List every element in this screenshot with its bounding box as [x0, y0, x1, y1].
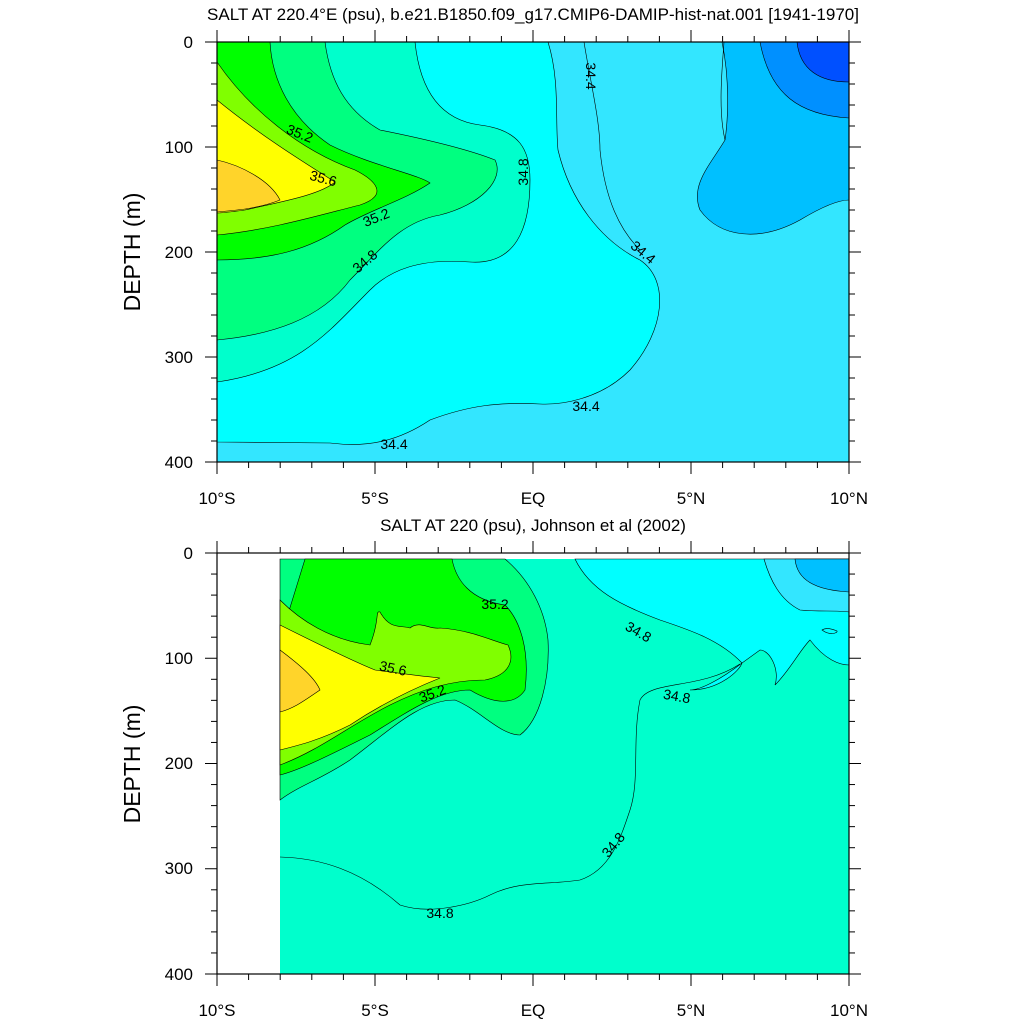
y-tick-label: 300	[165, 348, 193, 367]
x-tick-label: 10°S	[198, 489, 235, 508]
y-tick-label: 300	[165, 859, 193, 878]
contour-label: 34.4	[380, 436, 407, 452]
contour-label: 34.8	[515, 158, 531, 185]
x-tick-label: EQ	[521, 489, 546, 508]
y-tick-label: 100	[165, 649, 193, 668]
contour-label: 34.4	[572, 398, 599, 414]
contour-line	[279, 663, 741, 910]
x-tick-label: 5°N	[677, 1001, 706, 1020]
panel-model: SALT AT 220.4°E (psu), b.e21.B1850.f09_g…	[119, 5, 868, 508]
level-fill-35.8-36.0	[279, 649, 321, 713]
panel-observations: SALT AT 220 (psu), Johnson et al (2002) …	[119, 516, 868, 1020]
contour-label: 34.4	[583, 62, 599, 89]
x-tick-label: 5°N	[677, 489, 706, 508]
contour-line	[583, 42, 641, 251]
y-tick-label: 0	[184, 544, 193, 563]
chart-title: SALT AT 220.4°E (psu), b.e21.B1850.f09_g…	[207, 5, 859, 24]
y-tick-label: 200	[165, 243, 193, 262]
y-tick-label: 100	[165, 138, 193, 157]
level-fill-35.6-35.8	[279, 624, 441, 751]
chart-title: SALT AT 220 (psu), Johnson et al (2002)	[380, 516, 686, 535]
contour-fill	[217, 42, 849, 462]
x-tick-label: 10°S	[198, 1001, 235, 1020]
contour-line	[821, 628, 838, 634]
contour-label: 34.8	[662, 686, 692, 707]
x-tick-label: 10°N	[830, 1001, 868, 1020]
axis-ticks	[205, 30, 861, 474]
y-tick-label: 400	[165, 453, 193, 472]
y-tick-label: 0	[184, 33, 193, 52]
y-axis-label: DEPTH (m)	[119, 193, 145, 312]
contour-line	[720, 42, 726, 141]
x-tick-label: 5°S	[361, 1001, 389, 1020]
contour-label: 35.2	[481, 596, 508, 612]
x-tick-label: EQ	[521, 1001, 546, 1020]
x-tick-label: 10°N	[830, 489, 868, 508]
contour-label: 34.8	[426, 905, 453, 921]
contour-label: 35.6	[308, 167, 339, 190]
contour-fill	[217, 553, 849, 974]
y-tick-label: 400	[165, 965, 193, 984]
axis-ticks	[205, 541, 861, 986]
y-tick-label: 200	[165, 754, 193, 773]
y-axis-label: DEPTH (m)	[119, 705, 145, 824]
contour-label: 35.6	[378, 657, 408, 678]
level-fill-35.8-36.0	[217, 159, 281, 213]
x-tick-label: 5°S	[361, 489, 389, 508]
